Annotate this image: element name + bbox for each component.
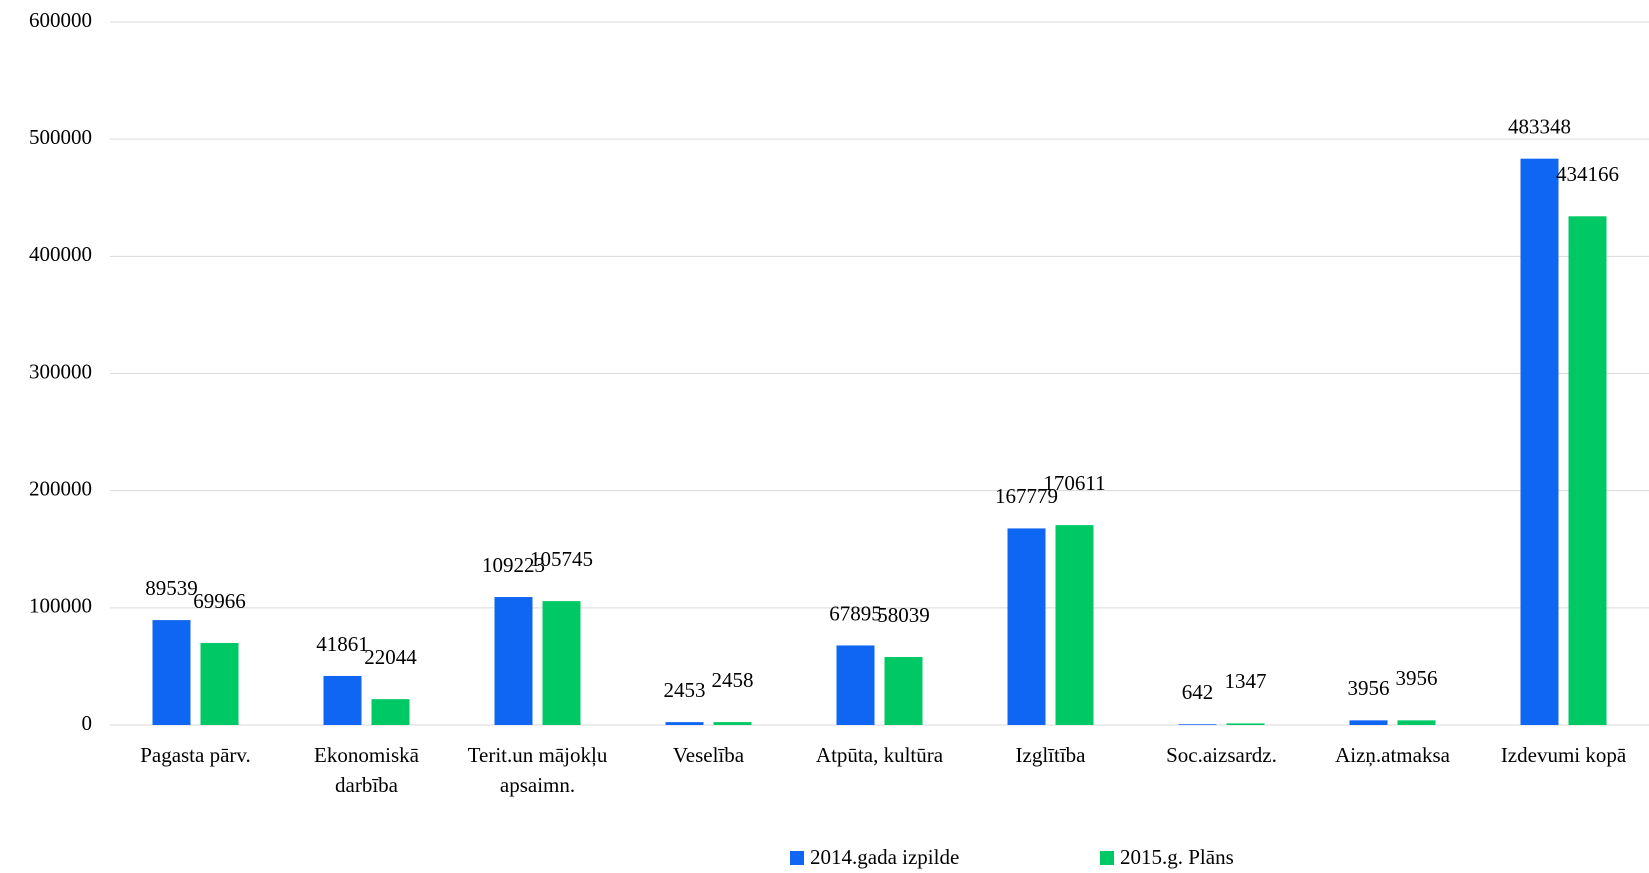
bar bbox=[1007, 528, 1046, 725]
y-tick-label: 600000 bbox=[29, 8, 92, 32]
x-tick-label: Soc.aizsardz. bbox=[1166, 743, 1277, 767]
data-label: 2458 bbox=[712, 668, 754, 692]
data-label: 483348 bbox=[1508, 114, 1571, 138]
y-tick-label: 500000 bbox=[29, 125, 92, 149]
x-tick-label: Izglītība bbox=[1015, 743, 1086, 767]
bar bbox=[1226, 723, 1265, 725]
x-tick-label: Atpūta, kultūra bbox=[815, 743, 944, 767]
bar bbox=[665, 722, 704, 725]
legend-swatch bbox=[790, 851, 804, 865]
bar bbox=[1568, 216, 1607, 725]
data-label: 41861 bbox=[316, 632, 369, 656]
bar bbox=[836, 645, 875, 725]
x-tick-label: Izdevumi kopā bbox=[1500, 743, 1627, 767]
data-label: 109223 bbox=[482, 553, 545, 577]
bar bbox=[1055, 525, 1094, 725]
data-label: 167779 bbox=[995, 484, 1058, 508]
y-tick-label: 0 bbox=[82, 711, 93, 735]
data-label: 2453 bbox=[664, 678, 706, 702]
data-label: 170611 bbox=[1043, 471, 1105, 495]
data-label: 642 bbox=[1182, 680, 1214, 704]
x-tick-label: Veselība bbox=[672, 743, 745, 767]
x-tick-label: Aizņ.atmaksa bbox=[1335, 743, 1450, 767]
bar bbox=[494, 597, 533, 725]
data-label: 1347 bbox=[1225, 669, 1267, 693]
data-label: 3956 bbox=[1396, 666, 1438, 690]
bar bbox=[884, 656, 923, 725]
data-label: 89539 bbox=[145, 576, 198, 600]
bar bbox=[323, 675, 362, 725]
data-label: 58039 bbox=[877, 603, 930, 627]
data-label: 434166 bbox=[1556, 162, 1619, 186]
legend-swatch bbox=[1100, 851, 1114, 865]
x-tick-label: Ekonomiskā darbība bbox=[314, 743, 419, 797]
data-label: 67895 bbox=[829, 601, 882, 625]
bar bbox=[1520, 158, 1559, 726]
y-tick-label: 200000 bbox=[29, 476, 92, 500]
bar bbox=[200, 643, 239, 725]
bar bbox=[152, 620, 191, 725]
x-tick-label: Terit.un mājokļu apsaimn. bbox=[467, 743, 608, 797]
bar bbox=[1349, 720, 1388, 725]
data-label: 69966 bbox=[193, 589, 246, 613]
legend-label: 2015.g. Plāns bbox=[1120, 845, 1234, 869]
x-tick-label: Pagasta pārv. bbox=[140, 743, 251, 767]
data-label: 22044 bbox=[364, 645, 417, 669]
data-label: 3956 bbox=[1348, 676, 1390, 700]
bar bbox=[1178, 724, 1217, 725]
bar bbox=[1397, 720, 1436, 725]
bar bbox=[542, 601, 581, 725]
bar bbox=[713, 722, 752, 725]
data-label: 105745 bbox=[530, 547, 593, 571]
y-tick-label: 100000 bbox=[29, 594, 92, 618]
y-tick-label: 300000 bbox=[29, 359, 92, 383]
y-tick-label: 400000 bbox=[29, 242, 92, 266]
legend-label: 2014.gada izpilde bbox=[810, 845, 959, 869]
bar bbox=[371, 699, 410, 725]
